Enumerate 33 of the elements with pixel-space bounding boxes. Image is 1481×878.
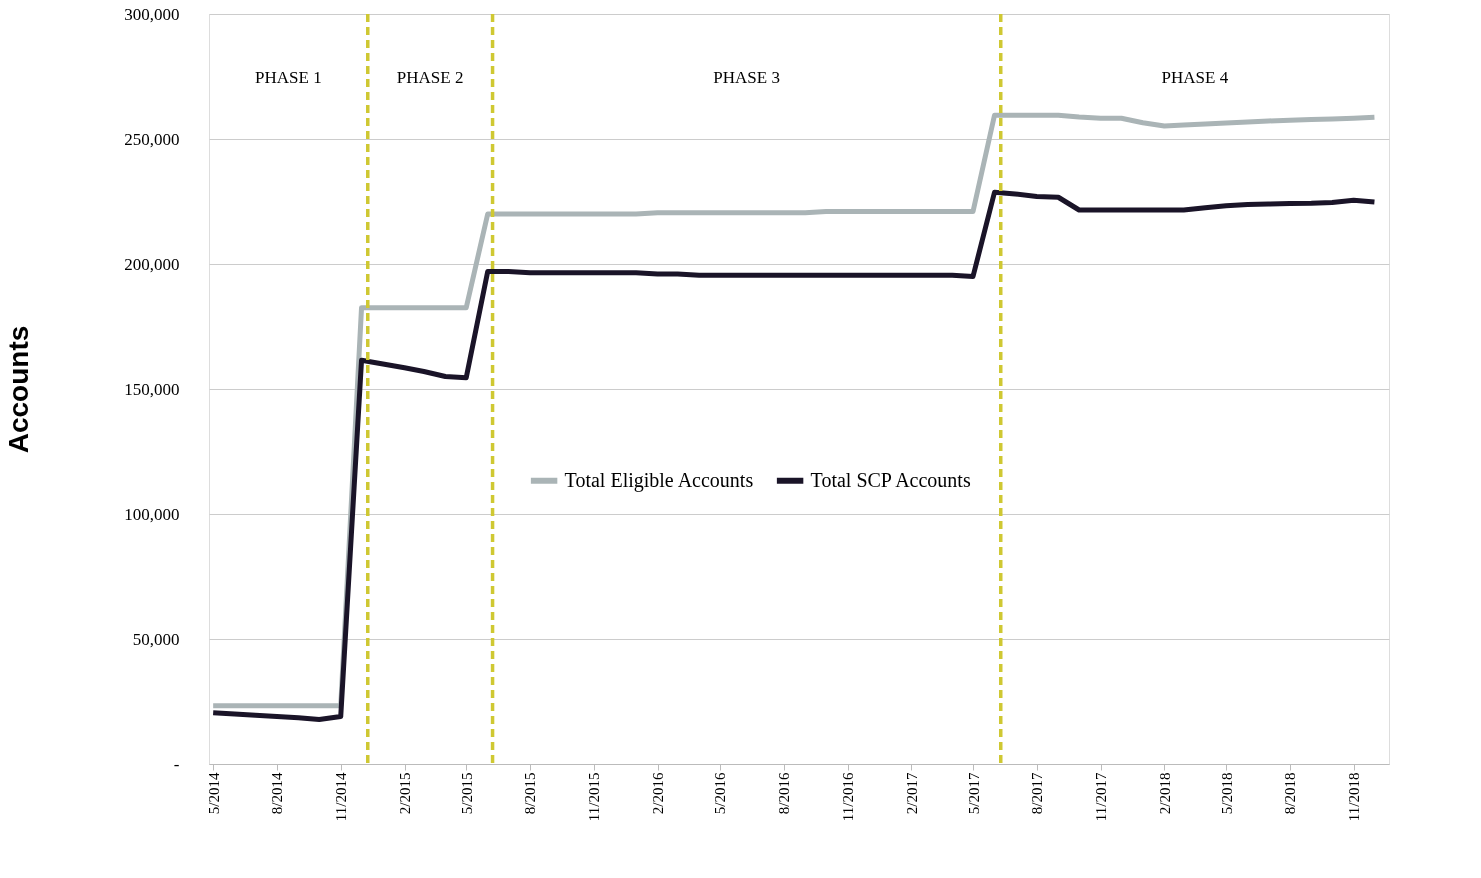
annotation: PHASE 3 bbox=[713, 67, 780, 87]
legend-label: Total SCP Accounts bbox=[810, 468, 971, 491]
annotation: PHASE 2 bbox=[396, 67, 464, 87]
x-tick-label: 8/2014 bbox=[269, 772, 286, 815]
x-tick-label: 2/2016 bbox=[650, 772, 667, 815]
x-tick-label: 11/2015 bbox=[586, 772, 603, 822]
y-axis-title: Accounts bbox=[3, 325, 35, 454]
y-tick-label: 300,000 bbox=[124, 4, 180, 24]
legend-label: Total Eligible Accounts bbox=[564, 468, 754, 492]
y-tick-label: 100,000 bbox=[124, 504, 180, 524]
x-tick-label: 8/2015 bbox=[522, 772, 539, 815]
x-tick-label: 11/2017 bbox=[1093, 772, 1110, 822]
x-tick-label: 8/2016 bbox=[776, 772, 793, 815]
x-tick-label: 5/2018 bbox=[1218, 772, 1235, 815]
x-tick-label: 8/2018 bbox=[1282, 772, 1299, 815]
x-tick-label: 2/2018 bbox=[1156, 772, 1173, 815]
y-tick-label: 250,000 bbox=[124, 129, 180, 149]
y-tick-label: 200,000 bbox=[124, 254, 180, 274]
y-tick-label: 50,000 bbox=[132, 629, 180, 649]
y-tick-label: - bbox=[173, 754, 180, 774]
y-tick-label: 150,000 bbox=[124, 379, 180, 399]
x-tick-label: 5/2014 bbox=[205, 772, 222, 815]
x-tick-label: 8/2017 bbox=[1029, 772, 1046, 815]
x-tick-label: 2/2017 bbox=[903, 772, 920, 815]
annotation: PHASE 1 bbox=[255, 67, 322, 87]
x-tick-label: 5/2015 bbox=[458, 772, 475, 815]
x-tick-label: 11/2018 bbox=[1346, 772, 1363, 822]
x-tick-label: 5/2016 bbox=[712, 772, 729, 815]
x-tick-label: 11/2014 bbox=[333, 772, 350, 822]
x-tick-label: 5/2017 bbox=[965, 772, 982, 815]
x-tick-label: 2/2015 bbox=[397, 772, 414, 815]
annotation: PHASE 4 bbox=[1161, 67, 1229, 87]
x-tick-label: 11/2016 bbox=[840, 772, 857, 822]
